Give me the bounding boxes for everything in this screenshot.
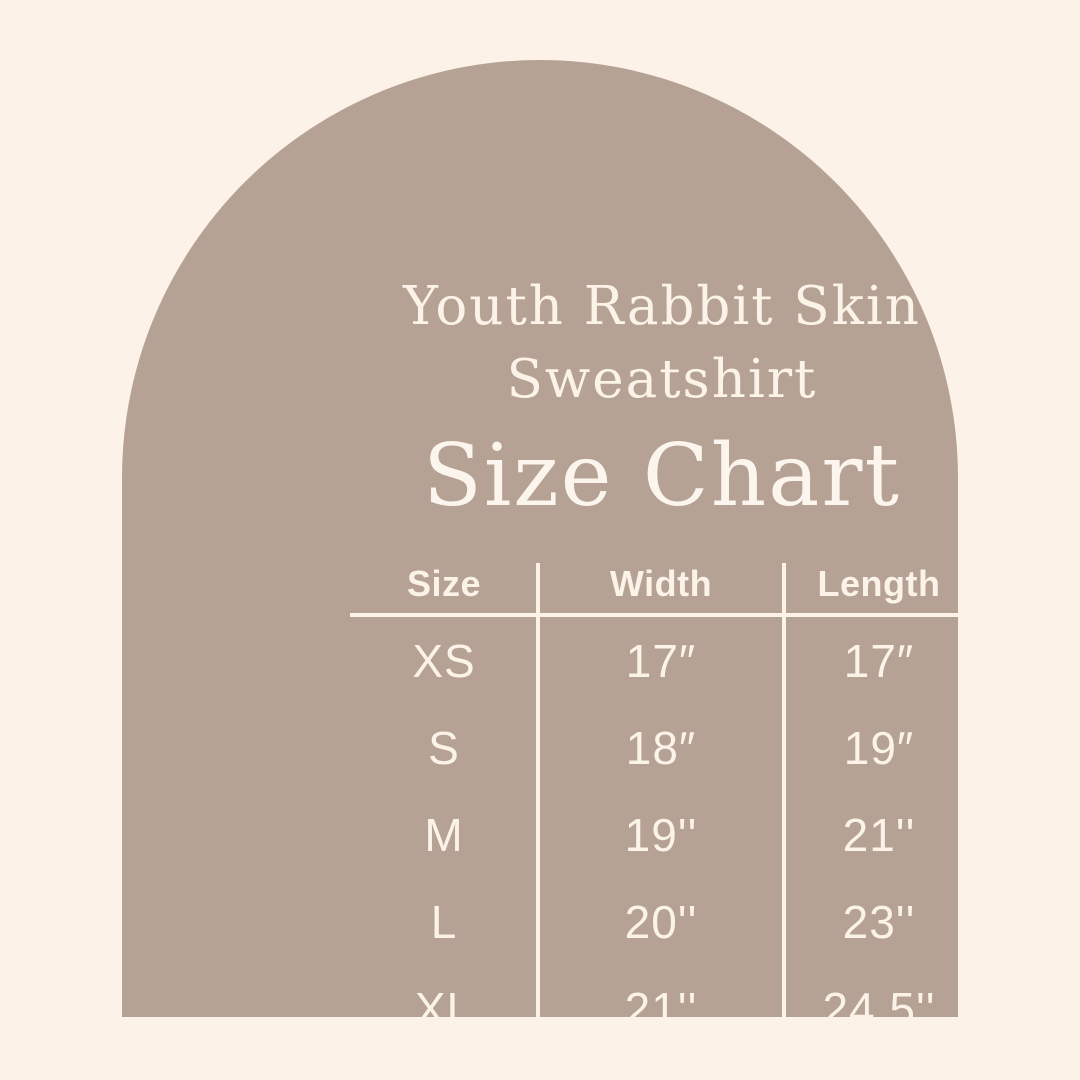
cell-width: 21'' bbox=[624, 982, 698, 1035]
header-underline bbox=[350, 613, 974, 617]
column-divider-1 bbox=[536, 563, 540, 1030]
product-title: Youth Rabbit Skin Sweatshirt bbox=[122, 270, 1080, 416]
table-row: XS 17″ 17″ bbox=[350, 617, 974, 704]
cell-size: XL bbox=[414, 982, 474, 1035]
cell-size: XS bbox=[412, 634, 476, 687]
size-table: Size Width Length XS 17″ 17″ S 18″ 19″ bbox=[350, 555, 974, 1052]
column-header-size: Size bbox=[406, 563, 482, 604]
table-row: L 20'' 23'' bbox=[350, 878, 974, 965]
cell-length: 17″ bbox=[843, 634, 915, 687]
cell-length: 24.5'' bbox=[822, 982, 936, 1035]
cell-length: 21'' bbox=[842, 808, 916, 861]
cell-width: 17″ bbox=[625, 634, 697, 687]
table-row: XL 21'' 24.5'' bbox=[350, 965, 974, 1052]
column-header-width: Width bbox=[609, 563, 713, 604]
product-title-line-1: Youth Rabbit Skin bbox=[403, 276, 921, 337]
cell-size: L bbox=[430, 895, 458, 948]
table-row: M 19'' 21'' bbox=[350, 791, 974, 878]
cell-size: M bbox=[424, 808, 464, 861]
table-header-row: Size Width Length bbox=[350, 555, 974, 613]
column-divider-2 bbox=[782, 563, 786, 1030]
cell-width: 19'' bbox=[624, 808, 698, 861]
size-chart-arch: Youth Rabbit Skin Sweatshirt Size Chart … bbox=[122, 60, 974, 1035]
cell-length: 19″ bbox=[843, 721, 915, 774]
cell-length: 23'' bbox=[842, 895, 916, 948]
cell-width: 20'' bbox=[624, 895, 698, 948]
cell-size: S bbox=[428, 721, 460, 774]
size-chart-heading: Size Chart bbox=[422, 426, 902, 526]
column-header-length: Length bbox=[817, 563, 941, 604]
table-body: XS 17″ 17″ S 18″ 19″ M 19'' 21'' L 20'' bbox=[350, 617, 974, 1052]
table-row: S 18″ 19″ bbox=[350, 704, 974, 791]
cell-width: 18″ bbox=[625, 721, 697, 774]
product-title-line-2: Sweatshirt bbox=[506, 349, 818, 410]
